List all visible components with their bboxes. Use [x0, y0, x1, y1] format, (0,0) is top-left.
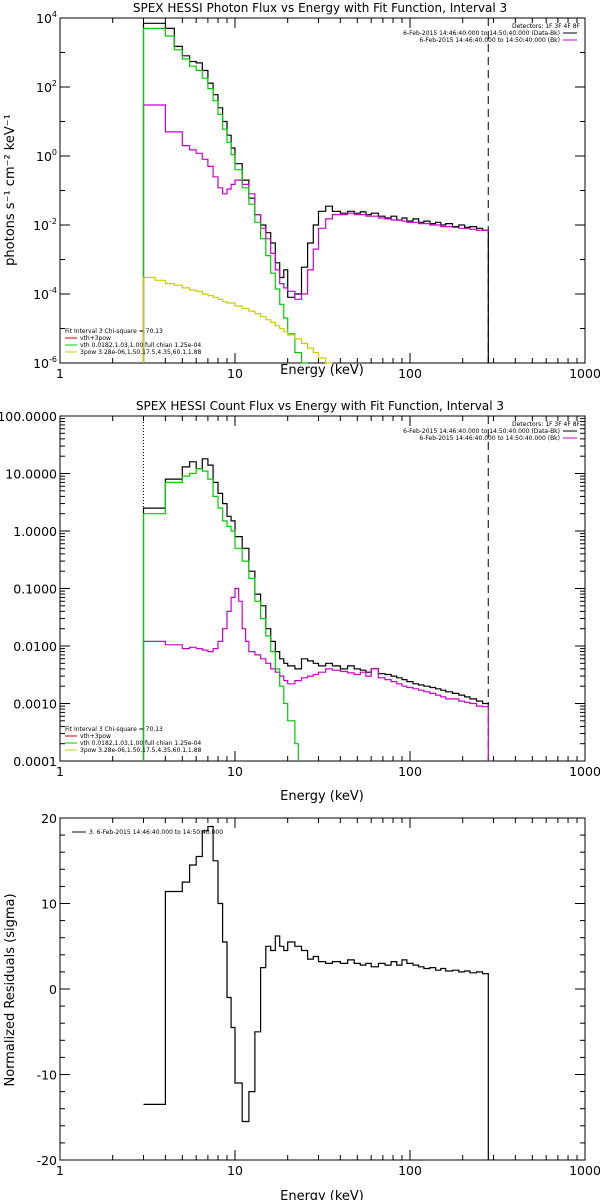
residuals-frame	[59, 817, 586, 1161]
y-tick-label: 10.0000	[5, 467, 57, 482]
photon-flux-title: SPEX HESSI Photon Flux vs Energy with Fi…	[133, 1, 507, 15]
count-flux-xlabel: Energy (keV)	[280, 789, 364, 804]
x-tick-label: 1	[56, 1163, 64, 1178]
series-line-vth	[142, 468, 299, 761]
photon-flux-series	[142, 18, 489, 364]
legend-label: vth 0.0182,1.03,1.00 full chian 1.25e-04	[80, 342, 201, 349]
x-tick-label: 1000	[569, 1163, 600, 1178]
legend-label: 6-Feb-2015 14:46:40.000 to 14:50:40.000 …	[403, 428, 560, 435]
series-line-3	[143, 825, 489, 1160]
y-tick-label: 100	[36, 148, 57, 164]
legend-label: 6-Feb-2015 14:46:40.000 to 14:50:40.000 …	[419, 37, 560, 44]
x-tick-label: 10	[227, 1163, 243, 1178]
legend-label: vth+3pow	[80, 733, 111, 740]
photon-flux-frame	[59, 17, 586, 364]
y-tick-label: 10	[41, 897, 57, 912]
count-flux-legend-lower: Fit Interval 3 Chi-square = 70.13vth+3po…	[65, 726, 201, 754]
series-line-data-bk	[142, 458, 489, 761]
legend-label: 6-Feb-2015 14:46:40.000 to 14:50:40.000 …	[419, 435, 560, 442]
residuals-series	[143, 825, 489, 1160]
x-tick-label: 100	[398, 764, 422, 779]
count-flux-title: SPEX HESSI Count Flux vs Energy with Fit…	[136, 399, 504, 413]
count-flux-ticks: 1 10 100 1000 0.0001 0.0010 0.0100 0.1000 1.0000…	[0, 409, 600, 779]
residuals-panel: 1 10 100 1000 -20 -10 0 10 20 Energy (keV) Norma…	[3, 811, 600, 1200]
x-tick-label: 1	[56, 366, 64, 381]
legend-header: Detectors: 1F 3F 4F 8F	[512, 23, 581, 30]
legend-label: 3pow 3.28e-06,1.50,17.5,4.35,60.1,1.88	[80, 747, 201, 754]
photon-flux-panel: SPEX HESSI Photon Flux vs Energy with Fi…	[3, 1, 600, 381]
x-tick-label: 10	[227, 366, 243, 381]
y-tick-label: 104	[36, 10, 57, 26]
photon-flux-legend-lower: Fit Interval 3 Chi-square = 70.13vth+3po…	[65, 328, 201, 356]
y-tick-label: 0.1000	[13, 582, 57, 597]
series-line-vth	[142, 27, 308, 364]
y-tick-label: 10-2	[33, 217, 57, 233]
photon-flux-ticks: 1 10 100 1000 10-6 10-4 10-2 100 102 104	[33, 10, 600, 381]
series-line-bk	[142, 587, 489, 761]
legend-label: 3pow 3.28e-06,1.50,17.5,4.35,60.1,1.88	[80, 349, 201, 356]
count-flux-panel: SPEX HESSI Count Flux vs Energy with Fit…	[0, 399, 600, 804]
legend-label: 6-Feb-2015 14:46:40.000 to 14:50:40.000 …	[403, 30, 560, 37]
y-tick-label: 10-4	[33, 286, 57, 302]
x-tick-label: 1000	[569, 764, 600, 779]
x-tick-label: 100	[398, 1163, 422, 1178]
photon-flux-xlabel: Energy (keV)	[280, 363, 364, 378]
y-tick-label: -20	[37, 1153, 57, 1168]
x-tick-label: 1000	[569, 366, 600, 381]
series-line-bk	[142, 104, 489, 363]
y-tick-label: 10-6	[33, 355, 57, 371]
legend-header: Detectors: 1F 3F 4F 8F	[512, 421, 581, 428]
y-tick-label: 0.0001	[13, 754, 57, 769]
x-tick-label: 100	[398, 366, 422, 381]
photon-flux-legend-upper: Detectors: 1F 3F 4F 8F6-Feb-2015 14:46:4…	[403, 23, 580, 44]
y-tick-label: 0	[49, 982, 57, 997]
legend-label: 3. 6-Feb-2015 14:46:40.000 to 14:50:40.0…	[89, 829, 223, 836]
count-flux-legend-upper: Detectors: 1F 3F 4F 8F6-Feb-2015 14:46:4…	[403, 421, 580, 442]
legend-header: Fit Interval 3 Chi-square = 70.13	[65, 726, 163, 733]
y-tick-label: 102	[36, 79, 57, 95]
y-tick-label: 0.0100	[13, 639, 57, 654]
x-tick-label: 10	[227, 764, 243, 779]
residuals-ylabel: Normalized Residuals (sigma)	[3, 893, 18, 1086]
photon-flux-ylabel: photons s⁻¹ cm⁻² keV⁻¹	[3, 114, 18, 266]
y-tick-label: -10	[37, 1068, 57, 1083]
count-flux-frame	[59, 415, 586, 762]
legend-label: vth+3pow	[80, 335, 111, 342]
y-tick-label: 20	[41, 811, 57, 826]
residuals-xlabel: Energy (keV)	[280, 1189, 364, 1200]
legend-header: Fit Interval 3 Chi-square = 70.13	[65, 328, 163, 335]
count-flux-series	[142, 416, 489, 761]
residuals-legend-upper: 3. 6-Feb-2015 14:46:40.000 to 14:50:40.0…	[72, 829, 223, 836]
residuals-ticks: 1 10 100 1000 -20 -10 0 10 20	[37, 811, 600, 1178]
y-tick-label: 0.0010	[13, 697, 57, 712]
x-tick-label: 1	[56, 764, 64, 779]
series-line-data-bk	[142, 22, 489, 363]
legend-label: vth 0.0182,1.03,1.00 full chian 1.25e-04	[80, 740, 201, 747]
y-tick-label: 100.0000	[0, 409, 57, 424]
y-tick-label: 1.0000	[13, 524, 57, 539]
series-line-3pow	[142, 276, 333, 364]
